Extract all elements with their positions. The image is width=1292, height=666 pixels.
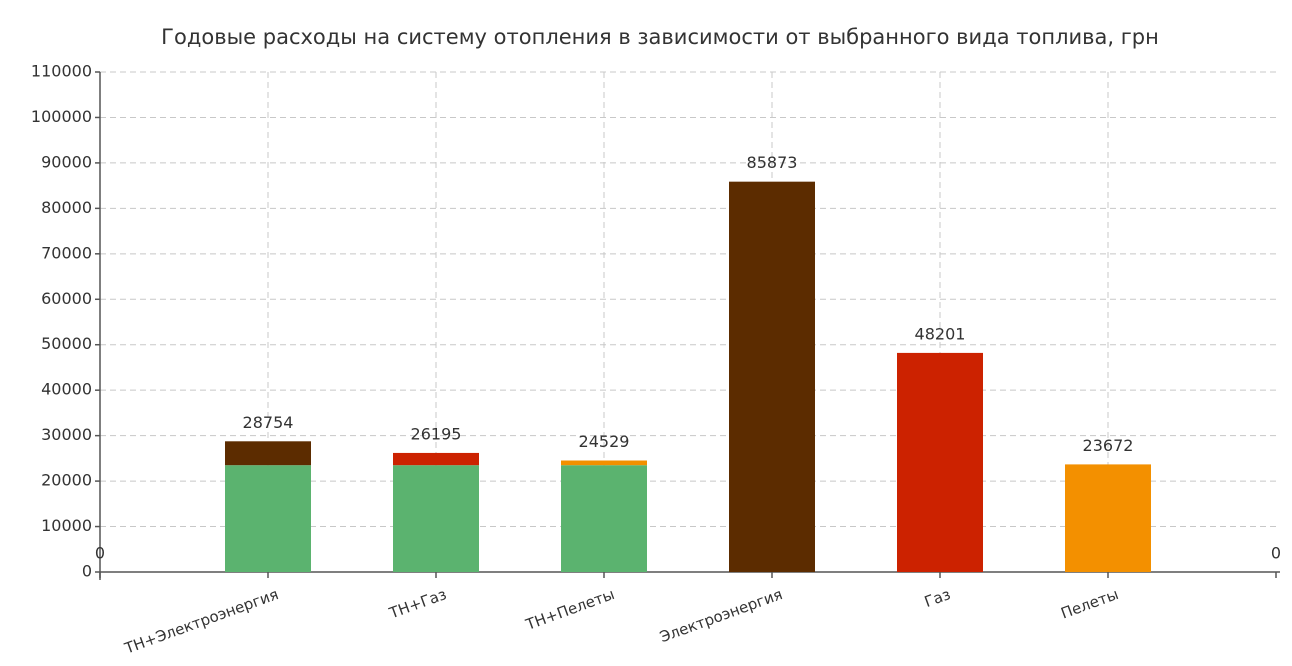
data-label: 23672 bbox=[1083, 436, 1134, 455]
data-label: 26195 bbox=[411, 424, 462, 443]
bar-segment bbox=[393, 465, 479, 572]
y-tick-label: 30000 bbox=[41, 425, 92, 444]
bar-segment bbox=[1065, 464, 1151, 572]
data-label: 28754 bbox=[243, 413, 294, 432]
y-tick-label: 80000 bbox=[41, 198, 92, 217]
y-tick-label: 20000 bbox=[41, 471, 92, 490]
y-tick-label: 0 bbox=[82, 562, 92, 581]
bar-segment bbox=[225, 465, 311, 572]
data-label: 0 bbox=[1271, 544, 1281, 563]
data-label: 85873 bbox=[747, 153, 798, 172]
bar-segment bbox=[393, 452, 479, 466]
x-tick-label: ТН+Пелеты bbox=[522, 585, 616, 634]
y-tick-label: 60000 bbox=[41, 289, 92, 308]
bar-segment bbox=[561, 460, 647, 466]
x-tick-label: Электроэнергия bbox=[657, 585, 785, 646]
x-tick-label: Пелеты bbox=[1058, 585, 1120, 622]
data-label: 0 bbox=[95, 544, 105, 563]
y-tick-label: 90000 bbox=[41, 152, 92, 171]
bar-segment bbox=[729, 181, 815, 572]
y-tick-label: 70000 bbox=[41, 243, 92, 262]
chart-title: Годовые расходы на систему отопления в з… bbox=[161, 25, 1159, 49]
data-label: 48201 bbox=[915, 324, 966, 343]
y-tick-label: 110000 bbox=[31, 62, 92, 81]
y-tick-label: 40000 bbox=[41, 380, 92, 399]
x-tick-label: Газ bbox=[922, 585, 953, 611]
bar-segment bbox=[897, 352, 983, 572]
data-label: 24529 bbox=[579, 432, 630, 451]
y-tick-label: 10000 bbox=[41, 516, 92, 535]
bar-segment bbox=[561, 465, 647, 572]
y-tick-label: 50000 bbox=[41, 334, 92, 353]
x-tick-label: ТН+Газ bbox=[386, 585, 449, 623]
x-tick-label: ТН+Электроэнергия bbox=[121, 585, 281, 658]
bar-segment bbox=[225, 441, 311, 466]
y-tick-label: 100000 bbox=[31, 107, 92, 126]
